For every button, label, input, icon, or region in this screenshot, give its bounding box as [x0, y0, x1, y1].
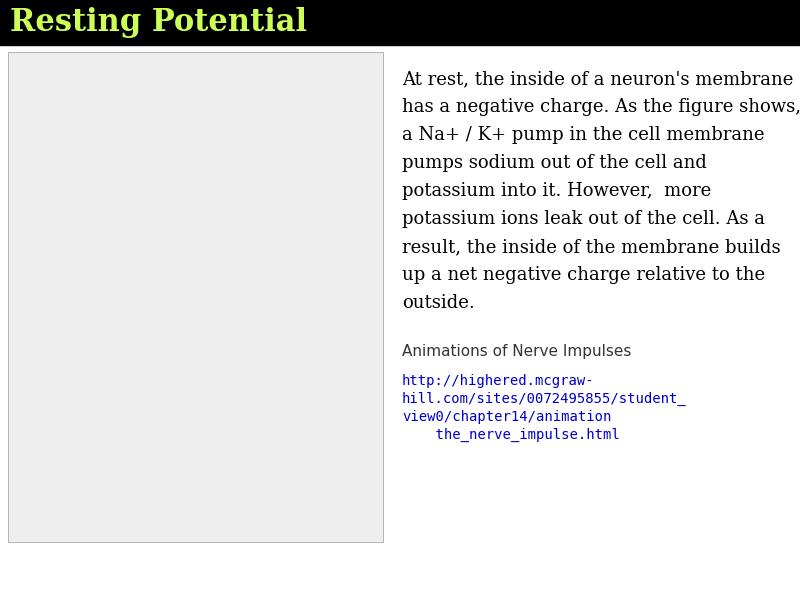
Text: outside.: outside. — [402, 294, 474, 312]
Text: pumps sodium out of the cell and: pumps sodium out of the cell and — [402, 154, 707, 172]
Text: view0/chapter14/animation: view0/chapter14/animation — [402, 410, 611, 424]
Text: http://highered.mcgraw-: http://highered.mcgraw- — [402, 374, 594, 388]
Text: At rest, the inside of a neuron's membrane: At rest, the inside of a neuron's membra… — [402, 70, 794, 88]
Text: a Na+ / K+ pump in the cell membrane: a Na+ / K+ pump in the cell membrane — [402, 126, 765, 144]
Text: Animations of Nerve Impulses: Animations of Nerve Impulses — [402, 344, 631, 359]
Text: hill.com/sites/0072495855/student_: hill.com/sites/0072495855/student_ — [402, 392, 686, 406]
Text: the_nerve_impulse.html: the_nerve_impulse.html — [402, 428, 620, 442]
Text: Resting Potential: Resting Potential — [10, 7, 307, 38]
Text: up a net negative charge relative to the: up a net negative charge relative to the — [402, 266, 765, 284]
Text: potassium ions leak out of the cell. As a: potassium ions leak out of the cell. As … — [402, 210, 765, 228]
Text: potassium into it. However,  more: potassium into it. However, more — [402, 182, 711, 200]
Bar — [0, 0, 800, 45]
Bar — [8, 52, 383, 542]
Text: has a negative charge. As the figure shows,: has a negative charge. As the figure sho… — [402, 98, 800, 116]
Text: result, the inside of the membrane builds: result, the inside of the membrane build… — [402, 238, 781, 256]
